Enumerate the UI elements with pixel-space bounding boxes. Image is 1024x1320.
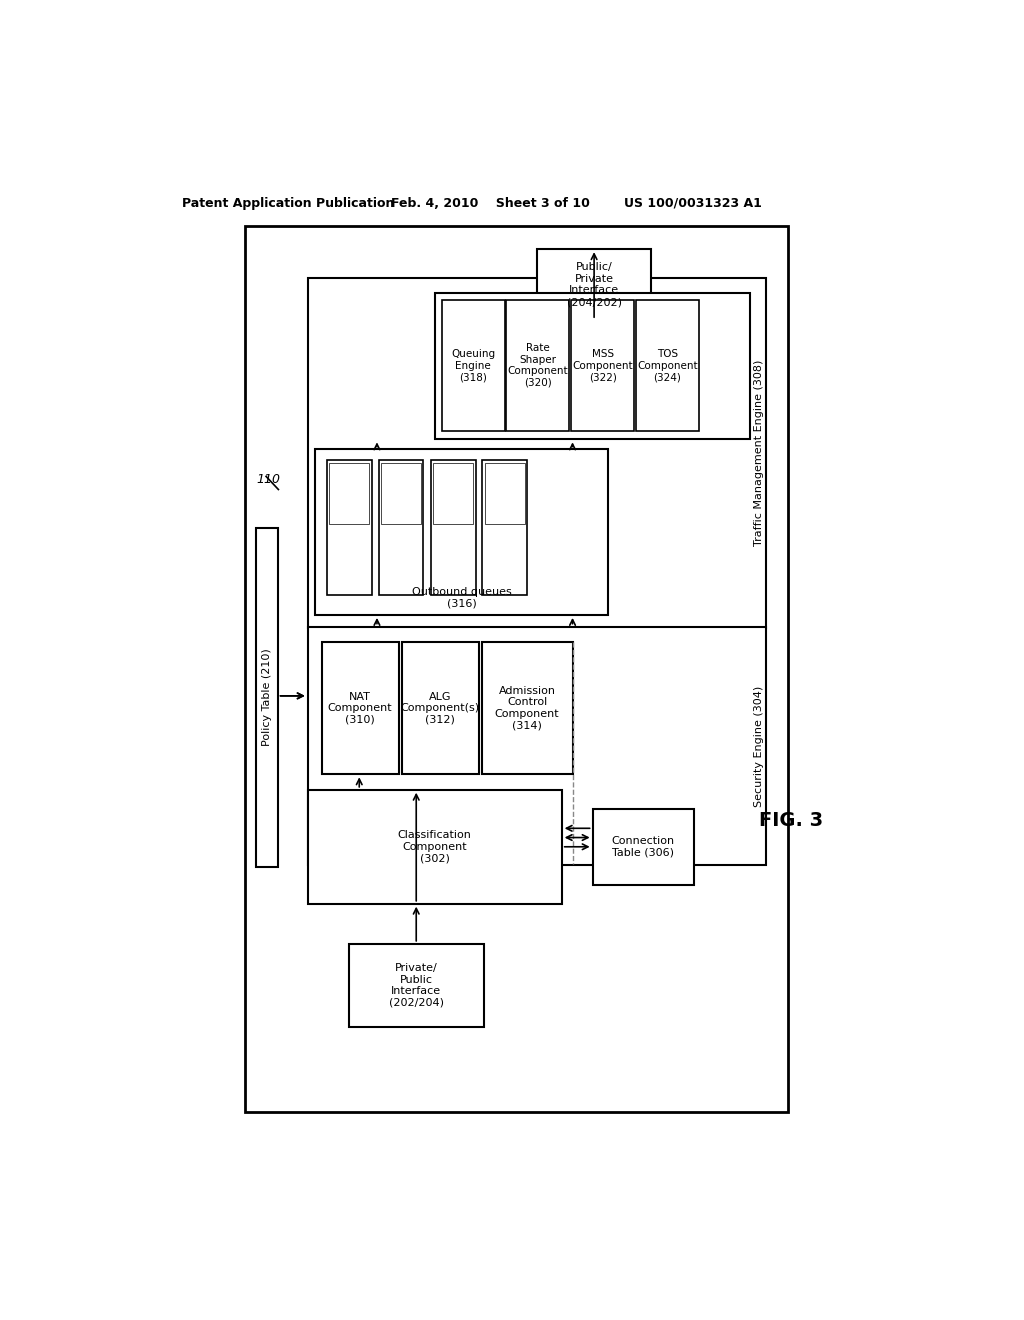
Bar (433, 462, 473, 524)
Bar (481, 642, 572, 775)
Text: US 100/0031323 A1: US 100/0031323 A1 (624, 197, 762, 210)
Text: Public/
Private
Interface
(204/202): Public/ Private Interface (204/202) (566, 263, 622, 308)
Text: Security Engine (304): Security Engine (304) (754, 685, 764, 807)
Bar (506, 300, 569, 430)
Text: Private/
Public
Interface
(202/204): Private/ Public Interface (202/204) (389, 964, 443, 1007)
Text: Feb. 4, 2010    Sheet 3 of 10: Feb. 4, 2010 Sheet 3 of 10 (391, 197, 590, 210)
Bar (381, 462, 421, 524)
Text: ALG
Component(s)
(312): ALG Component(s) (312) (400, 692, 479, 725)
Bar (482, 461, 527, 595)
Text: Admission
Control
Component
(314): Admission Control Component (314) (495, 686, 559, 730)
Bar (315, 449, 608, 615)
Text: 110: 110 (256, 473, 281, 486)
Bar (401, 642, 478, 775)
Bar (636, 300, 698, 430)
Text: Traffic Management Engine (308): Traffic Management Engine (308) (754, 359, 764, 545)
Bar (435, 293, 751, 440)
Bar (538, 249, 651, 321)
Bar (441, 300, 505, 430)
Text: Rate
Shaper
Component
(320): Rate Shaper Component (320) (508, 343, 568, 388)
Text: FIG. 3: FIG. 3 (759, 810, 823, 830)
Bar (256, 528, 278, 867)
Text: NAT
Component
(310): NAT Component (310) (328, 692, 392, 725)
Bar (327, 461, 372, 595)
Text: Connection
Table (306): Connection Table (306) (611, 836, 675, 858)
Text: Queuing
Engine
(318): Queuing Engine (318) (452, 348, 496, 381)
Bar (307, 277, 766, 628)
Text: TOS
Component
(324): TOS Component (324) (637, 348, 697, 381)
Bar (330, 462, 370, 524)
Bar (571, 300, 634, 430)
Text: Patent Application Publication: Patent Application Publication (182, 197, 394, 210)
Bar (349, 944, 484, 1027)
Bar (484, 462, 524, 524)
Text: Classification
Component
(302): Classification Component (302) (397, 830, 472, 863)
Text: Outbound queues
(316): Outbound queues (316) (412, 587, 512, 609)
Bar (593, 809, 694, 884)
Bar (245, 226, 788, 1111)
Text: Policy Table (210): Policy Table (210) (262, 648, 271, 746)
Bar (431, 461, 475, 595)
Text: MSS
Component
(322): MSS Component (322) (572, 348, 633, 381)
Bar (307, 789, 562, 904)
Bar (322, 642, 398, 775)
Bar (379, 461, 423, 595)
Bar (307, 627, 766, 866)
